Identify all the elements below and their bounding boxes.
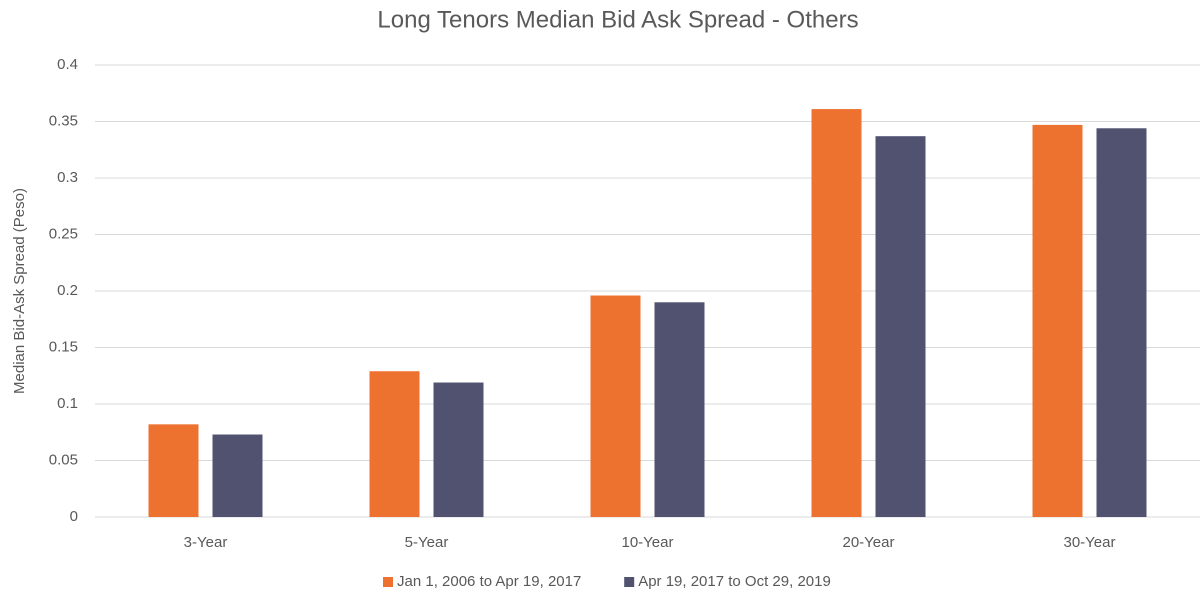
legend-label: Jan 1, 2006 to Apr 19, 2017 bbox=[397, 573, 581, 590]
bar bbox=[212, 434, 263, 517]
x-tick-label: 20-Year bbox=[843, 534, 895, 551]
x-tick-label: 3-Year bbox=[184, 534, 228, 551]
legend-swatch bbox=[383, 577, 393, 587]
legend-swatch bbox=[624, 577, 635, 587]
y-tick-label: 0.35 bbox=[49, 112, 78, 129]
y-axis-label: Median Bid-Ask Spread (Peso) bbox=[11, 188, 28, 394]
bar bbox=[875, 136, 926, 517]
x-tick-label: 5-Year bbox=[405, 534, 449, 551]
y-tick-label: 0.4 bbox=[57, 56, 78, 73]
bar bbox=[590, 295, 641, 517]
y-tick-label: 0.15 bbox=[49, 338, 78, 355]
x-tick-label: 10-Year bbox=[622, 534, 674, 551]
bar bbox=[369, 371, 420, 517]
chart-title: Long Tenors Median Bid Ask Spread - Othe… bbox=[377, 6, 858, 33]
y-tick-label: 0.3 bbox=[57, 169, 78, 186]
bar bbox=[433, 382, 484, 517]
bar bbox=[1032, 124, 1083, 517]
y-tick-label: 0.05 bbox=[49, 451, 78, 468]
y-tick-label: 0.2 bbox=[57, 282, 78, 299]
bar bbox=[654, 302, 705, 517]
bar bbox=[811, 109, 862, 517]
y-tick-label: 0.1 bbox=[57, 395, 78, 412]
bar bbox=[1096, 128, 1147, 517]
y-tick-label: 0.25 bbox=[49, 225, 78, 242]
y-tick-label: 0 bbox=[70, 508, 78, 525]
legend-label: Apr 19, 2017 to Oct 29, 2019 bbox=[638, 573, 831, 590]
bar bbox=[148, 424, 199, 517]
x-tick-label: 30-Year bbox=[1064, 534, 1116, 551]
